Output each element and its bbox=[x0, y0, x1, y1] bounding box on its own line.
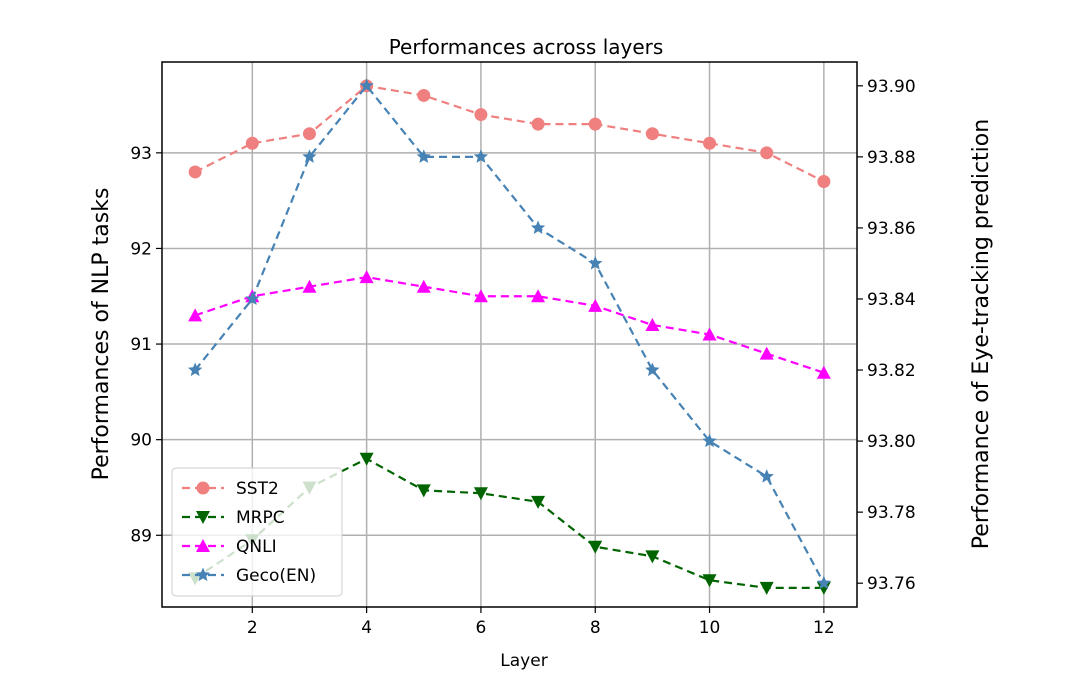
chart-title: Performances across layers bbox=[389, 35, 664, 59]
data-point-qnli bbox=[702, 327, 717, 341]
data-point-geco-en bbox=[188, 362, 203, 377]
data-point-sst2 bbox=[302, 127, 316, 141]
ticks-layer: 2 4 6 8 10 12 89 90 91 92 93 93.76 93.78 93.80 93.82 93… bbox=[130, 77, 915, 638]
data-point-sst2 bbox=[645, 127, 659, 141]
data-point-mrpc bbox=[416, 484, 431, 498]
data-point-sst2 bbox=[474, 108, 488, 122]
x-tick-label: 10 bbox=[699, 618, 721, 638]
data-point-geco-en bbox=[416, 149, 431, 163]
legend-label-sst2: SST2 bbox=[236, 479, 279, 499]
x-tick-label: 12 bbox=[813, 618, 835, 638]
data-point-sst2 bbox=[531, 117, 545, 131]
data-point-geco-en bbox=[588, 255, 603, 270]
data-point-sst2 bbox=[817, 175, 831, 189]
data-point-qnli bbox=[816, 365, 831, 379]
x-tick-label: 6 bbox=[476, 618, 487, 638]
series-line-qnli bbox=[194, 276, 825, 374]
data-point-qnli bbox=[588, 298, 603, 312]
data-point-geco-en bbox=[530, 220, 546, 234]
legend-marker-geco-en bbox=[195, 567, 211, 582]
legend-label-mrpc: MRPC bbox=[236, 508, 285, 528]
data-point-qnli bbox=[473, 289, 488, 303]
legend-marker-qnli bbox=[196, 539, 210, 552]
y-tick-label-right: 93.76 bbox=[867, 574, 916, 594]
data-point-geco-en bbox=[816, 575, 831, 590]
data-point-geco-en bbox=[759, 469, 774, 483]
series-geco-en bbox=[188, 78, 831, 590]
data-point-mrpc bbox=[473, 487, 488, 501]
legend-marker-sst2 bbox=[196, 481, 210, 495]
legend-label-geco-en: Geco(EN) bbox=[236, 566, 316, 586]
x-tick-label: 4 bbox=[361, 618, 372, 638]
data-point-mrpc bbox=[759, 581, 774, 595]
data-point-geco-en bbox=[702, 433, 717, 448]
y-tick-label-right: 93.88 bbox=[867, 148, 916, 168]
data-point-sst2 bbox=[188, 165, 202, 179]
legend-label-qnli: QNLI bbox=[236, 537, 277, 557]
series-qnli bbox=[188, 270, 831, 379]
data-point-geco-en bbox=[473, 149, 489, 163]
y-tick-label-left: 91 bbox=[130, 335, 152, 355]
legend-marker-mrpc bbox=[196, 511, 210, 524]
y-axis-label-left: Performances of NLP tasks bbox=[89, 188, 114, 481]
data-point-qnli bbox=[759, 346, 774, 360]
data-point-qnli bbox=[416, 279, 431, 293]
data-point-qnli bbox=[645, 317, 660, 331]
legend: SST2 MRPC QNLI Geco(EN) bbox=[171, 467, 343, 597]
y-tick-label-left: 90 bbox=[130, 431, 152, 451]
data-point-geco-en bbox=[302, 149, 317, 163]
data-point-mrpc bbox=[702, 574, 717, 588]
data-point-geco-en bbox=[359, 78, 374, 92]
y-axis-label-right: Performance of Eye-tracking prediction bbox=[969, 119, 994, 549]
y-tick-label-right: 93.86 bbox=[867, 219, 916, 239]
y-tick-label-right: 93.90 bbox=[867, 77, 916, 97]
y-tick-label-right: 93.80 bbox=[867, 432, 916, 452]
y-tick-label-left: 93 bbox=[130, 144, 152, 164]
data-point-mrpc bbox=[531, 495, 546, 509]
data-point-geco-en bbox=[245, 291, 260, 306]
data-point-sst2 bbox=[588, 117, 602, 131]
data-point-qnli bbox=[359, 270, 374, 284]
data-point-sst2 bbox=[703, 136, 717, 150]
series-layer bbox=[188, 78, 831, 595]
series-line-sst2 bbox=[194, 84, 825, 183]
data-point-qnli bbox=[531, 289, 546, 303]
data-point-mrpc bbox=[359, 452, 374, 466]
y-tick-label-right: 93.78 bbox=[867, 503, 916, 523]
data-point-mrpc bbox=[588, 540, 603, 554]
x-tick-label: 2 bbox=[247, 618, 258, 638]
data-point-mrpc bbox=[645, 550, 660, 564]
data-point-sst2 bbox=[245, 136, 259, 150]
plot-frame bbox=[161, 61, 858, 608]
series-line-geco-en bbox=[194, 84, 825, 584]
series-sst2 bbox=[188, 79, 831, 189]
legend-box bbox=[171, 467, 343, 597]
x-tick-label: 8 bbox=[590, 618, 601, 638]
data-point-geco-en bbox=[645, 362, 660, 377]
data-point-mrpc bbox=[816, 581, 831, 595]
data-point-sst2 bbox=[417, 88, 431, 102]
y-tick-label-left: 89 bbox=[130, 526, 152, 546]
x-axis-label: Layer bbox=[500, 651, 547, 671]
y-tick-label-right: 93.82 bbox=[867, 361, 916, 381]
data-point-sst2 bbox=[760, 146, 774, 160]
data-point-qnli bbox=[302, 279, 317, 293]
data-point-qnli bbox=[188, 308, 203, 322]
y-tick-label-right: 93.84 bbox=[867, 290, 916, 310]
y-tick-label-left: 92 bbox=[130, 239, 152, 259]
